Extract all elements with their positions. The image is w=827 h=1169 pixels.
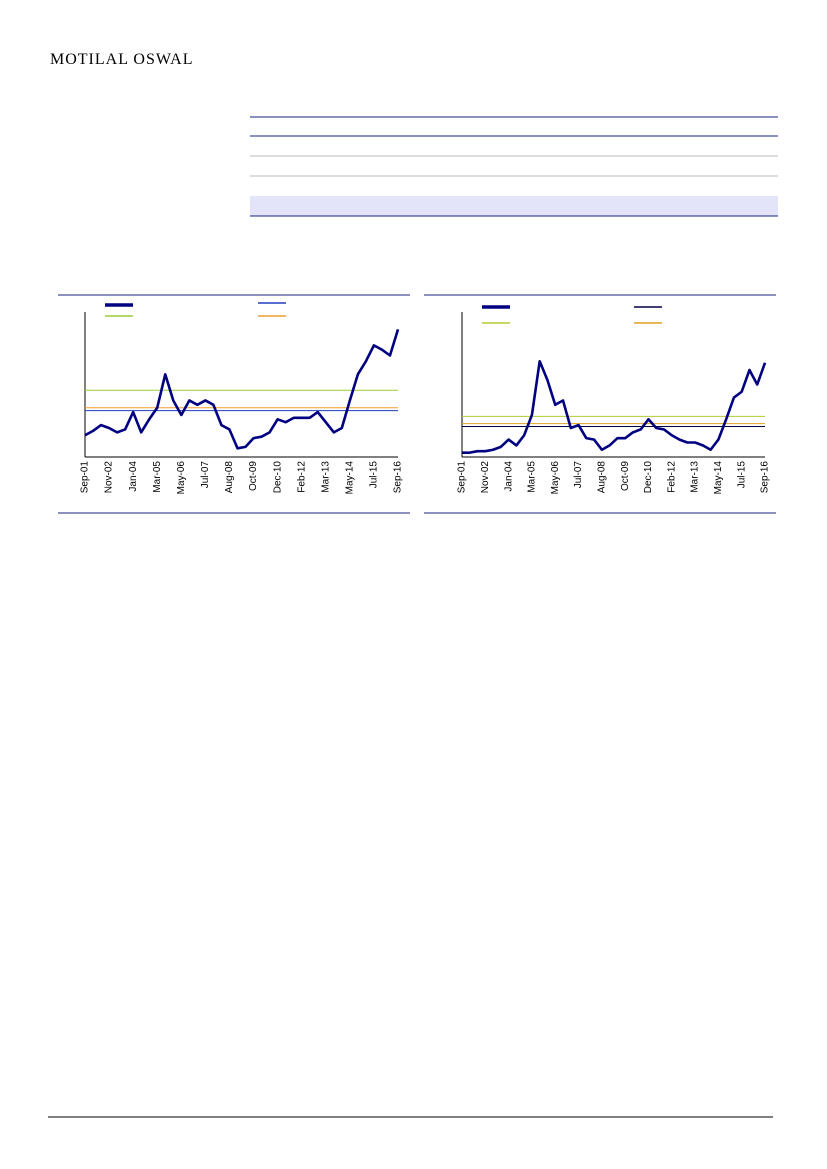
x-tick-label: Sep-01 [80, 461, 91, 494]
data-line [462, 360, 767, 454]
x-tick-label: Mar-13 [320, 461, 331, 493]
x-tick-label: Feb-12 [666, 461, 677, 493]
x-tick-label: May-14 [344, 461, 355, 495]
x-tick-label: Jul-07 [573, 461, 584, 489]
table [250, 116, 778, 217]
x-tick-label: Jul-15 [736, 461, 747, 489]
x-tick-label: Jul-15 [369, 461, 380, 489]
x-tick-label: Oct-09 [248, 461, 259, 491]
x-tick-label: Sep-01 [457, 461, 468, 494]
x-tick-label: Nov-02 [104, 461, 115, 494]
table-highlight-row [250, 196, 778, 216]
x-tick-label: Aug-08 [596, 461, 607, 494]
x-tick-label: Dec-10 [643, 461, 654, 494]
x-tick-label: May-14 [713, 461, 724, 495]
x-tick-label: Mar-05 [152, 461, 163, 493]
logo: MOTILAL OSWAL [50, 51, 194, 68]
x-tick-label: Oct-09 [620, 461, 631, 491]
x-tick-label: Mar-13 [690, 461, 701, 493]
x-tick-label: May-06 [550, 461, 561, 495]
data-line [84, 329, 400, 450]
x-tick-label: May-06 [176, 461, 187, 495]
x-tick-label: Nov-02 [480, 461, 491, 494]
x-tick-label: Mar-05 [527, 461, 538, 493]
chart: Sep-01 Nov-02 Jan-04 Mar-05 May-06 Jul-07 Aug-… [424, 294, 776, 514]
chart: Sep-01 Nov-02 Jan-04 Mar-05 May-06 Jul-07 Aug-… [58, 294, 410, 514]
x-tick-label: Jan-04 [128, 461, 139, 492]
x-tick-label: Sep-16 [393, 461, 404, 494]
x-tick-label: Jan-04 [503, 461, 514, 492]
x-tick-label: Jul-07 [200, 461, 211, 489]
x-tick-label: Sep-16 [760, 461, 771, 494]
x-tick-label: Aug-08 [224, 461, 235, 494]
x-tick-label: Feb-12 [296, 461, 307, 493]
x-tick-label: Dec-10 [272, 461, 283, 494]
